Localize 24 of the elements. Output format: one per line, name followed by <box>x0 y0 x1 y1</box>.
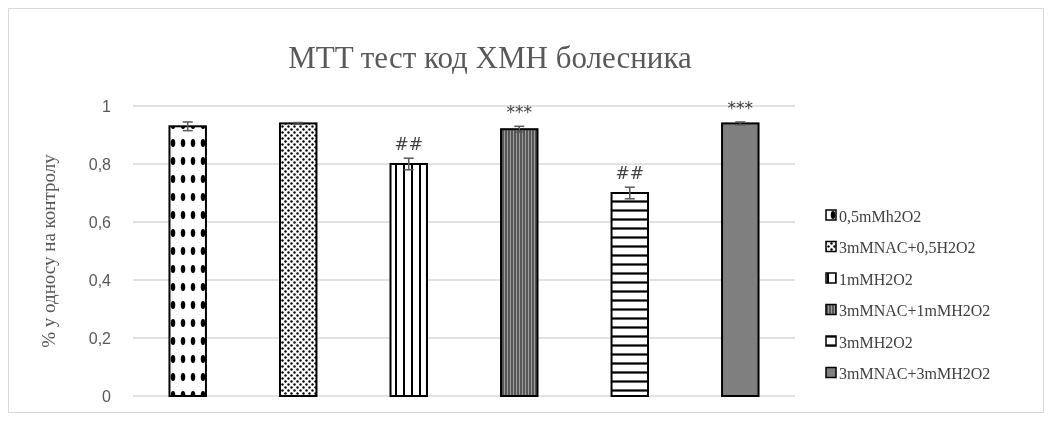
bar <box>389 163 428 397</box>
legend-label: 1mMH2O2 <box>839 270 913 288</box>
data-label: *** <box>506 102 533 123</box>
legend-label: 3mMH2O2 <box>839 333 913 351</box>
legend-label: 3mMNAC+3mMH2O2 <box>839 365 991 383</box>
chart-title: MTT тест код ХМН болесника <box>288 40 693 75</box>
bar <box>278 122 318 397</box>
data-label: *** <box>727 97 754 118</box>
legend-label: 3mMNAC+1mMH2O2 <box>839 302 991 320</box>
y-tick-label: 1 <box>102 97 112 115</box>
y-tick-label: 0,2 <box>88 329 112 347</box>
legend-label: 3mMNAC+0,5H2O2 <box>839 239 976 257</box>
y-tick-label: 0,6 <box>88 213 112 231</box>
bar <box>500 128 539 397</box>
y-tick-label: 0,8 <box>88 155 112 173</box>
bar <box>610 192 650 397</box>
y-tick-label: 0,4 <box>88 271 112 289</box>
bar <box>721 122 760 397</box>
legend-label: 0,5mMh2O2 <box>839 207 922 225</box>
y-tick-label: 0 <box>102 387 112 405</box>
y-axis-title: % у односу на контролу <box>38 153 59 348</box>
data-label: ## <box>615 163 645 184</box>
data-label: ## <box>394 134 423 155</box>
bar <box>168 125 207 397</box>
